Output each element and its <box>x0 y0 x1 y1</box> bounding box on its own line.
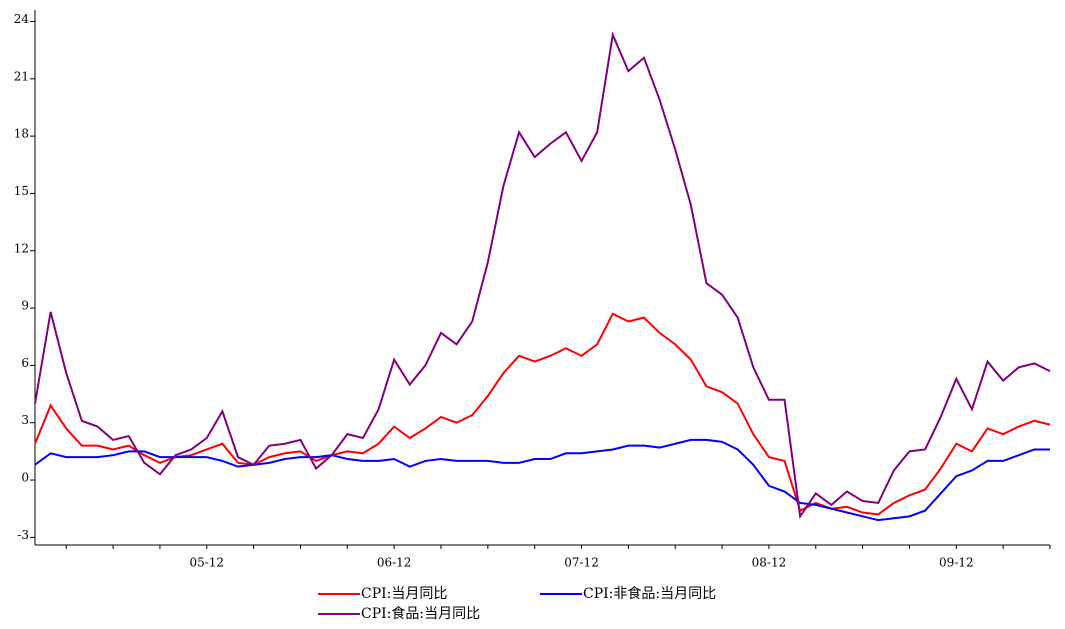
x-tick-label: 07-12 <box>564 556 599 570</box>
y-tick-label: 18 <box>14 127 29 141</box>
y-tick-label: 12 <box>14 241 29 255</box>
y-tick-label: 3 <box>21 413 29 427</box>
series-line <box>34 438 1050 522</box>
legend-label: CPI:食品:当月同比 <box>361 605 480 622</box>
x-tick-label: 08-12 <box>752 556 787 570</box>
series-line <box>34 31 1051 520</box>
y-tick-label: 0 <box>21 471 29 485</box>
y-tick-label: 24 <box>14 12 30 26</box>
series-line <box>34 312 1051 516</box>
x-tick-label: 06-12 <box>377 556 412 570</box>
y-tick-label: 6 <box>21 356 29 370</box>
legend-label: CPI:非食品:当月同比 <box>583 585 716 602</box>
x-tick-label: 09-12 <box>939 556 974 570</box>
y-tick-label: 9 <box>21 299 29 313</box>
y-tick-label: 21 <box>14 69 29 83</box>
legend-label: CPI:当月同比 <box>361 586 447 602</box>
y-tick-label: 15 <box>14 184 29 198</box>
y-tick-label: -3 <box>17 528 29 542</box>
x-tick-label: 05-12 <box>189 556 224 570</box>
